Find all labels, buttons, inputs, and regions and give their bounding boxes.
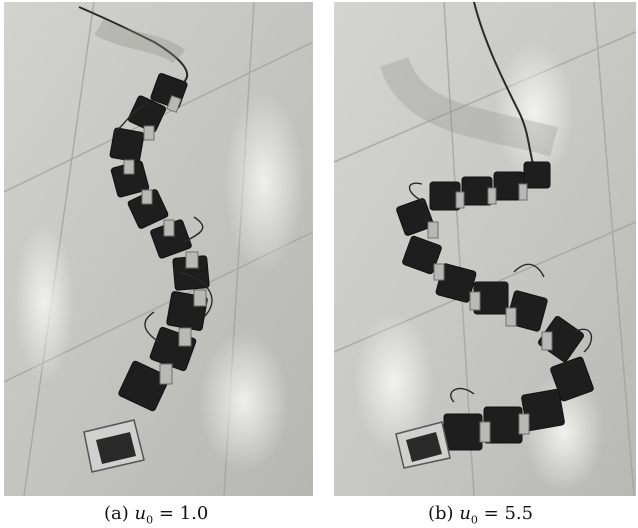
motion-shadow [379,56,559,157]
caption-b: (b) u0 = 5.5 [428,503,533,527]
snake-robot-photo-a [4,2,313,496]
caption-a-variable: u [134,503,147,524]
caption-a: (a) u0 = 1.0 [104,503,208,527]
robot-head-interior [406,432,442,462]
caption-b-subscript: 0 [470,513,478,527]
floor-glare [354,312,434,452]
caption-b-prefix: (b) [428,503,454,524]
snake-robot-modules [395,161,594,469]
caption-a-subscript: 0 [146,513,154,527]
photo-panel-b [334,2,636,496]
snake-robot-modules [83,73,213,473]
caption-a-value: = 1.0 [158,503,209,524]
floor-glare [224,92,304,272]
floor-glare [494,42,574,182]
caption-a-prefix: (a) [104,503,129,524]
floor-glare [199,332,289,472]
caption-b-value: = 5.5 [483,503,534,524]
photo-panel-a [4,2,313,496]
floor-glare [14,222,74,382]
robot-head-interior [96,432,136,464]
snake-robot-photo-b [334,2,636,496]
motion-shadow [94,19,186,65]
tether-cable [473,2,535,168]
tether-cable [78,6,189,83]
caption-b-variable: u [459,503,471,524]
